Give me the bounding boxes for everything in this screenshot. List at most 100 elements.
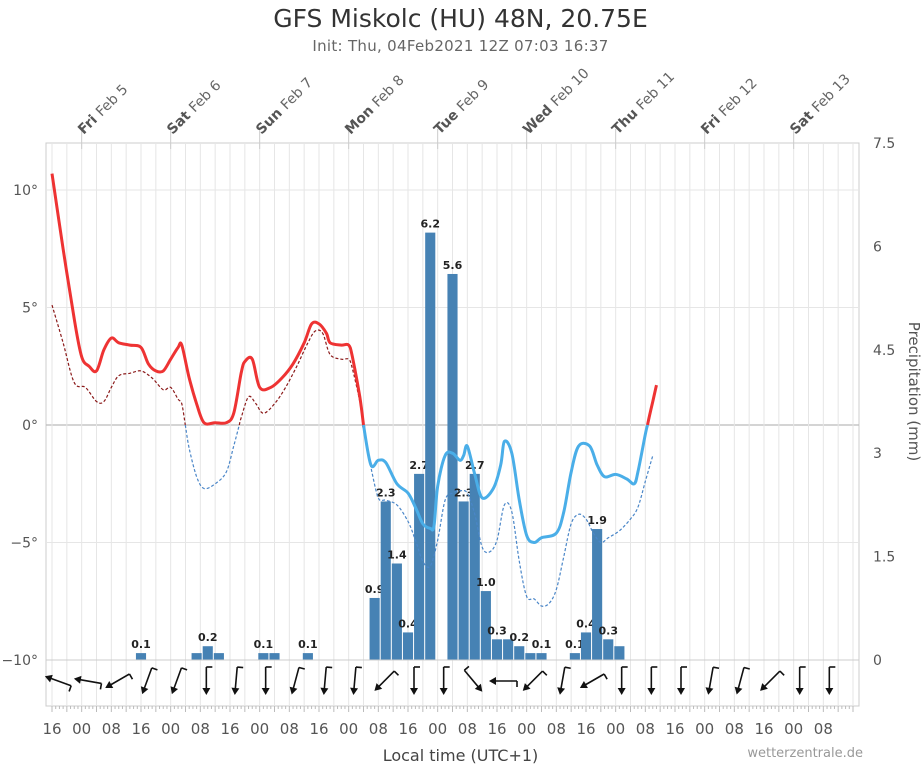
precip-data-label: 1.9 xyxy=(587,514,607,527)
wind-arrow xyxy=(73,675,103,690)
wind-arrow-head xyxy=(734,686,743,695)
y-tick-label-left: −10° xyxy=(1,653,38,669)
wind-arrow xyxy=(825,666,836,695)
temperature-line-warm xyxy=(646,384,658,426)
wind-arrow xyxy=(374,670,400,691)
wind-arrow xyxy=(439,666,450,695)
y-tick-label-right: 6 xyxy=(873,239,882,255)
precip-bar xyxy=(536,653,547,660)
dewpoint-line-warm xyxy=(51,304,186,426)
precip-bar xyxy=(414,473,425,660)
wind-barb xyxy=(128,673,134,680)
y-tick-label-right: 3 xyxy=(873,446,882,462)
precip-bar xyxy=(592,529,603,660)
precip-bar xyxy=(525,653,536,660)
wind-arrow-head xyxy=(170,686,179,695)
x-tick-label: 16 xyxy=(131,720,150,738)
x-tick-label: 16 xyxy=(487,720,506,738)
wind-barb xyxy=(151,667,158,671)
wind-arrow-head xyxy=(374,683,383,691)
wind-arrow-head xyxy=(231,687,240,695)
x-tick-label: 08 xyxy=(191,720,210,738)
precip-bar xyxy=(213,653,224,660)
precip-bar xyxy=(447,273,458,660)
wind-arrow-head xyxy=(289,686,298,695)
wind-arrow xyxy=(350,666,362,695)
wind-arrow-head xyxy=(825,688,834,695)
wind-arrow xyxy=(795,666,806,695)
wind-arrow xyxy=(231,666,244,695)
wind-barb xyxy=(298,666,305,670)
precip-bar xyxy=(269,653,280,660)
precip-bar xyxy=(425,232,436,660)
x-tick-label: 16 xyxy=(665,720,684,738)
wind-arrow-head xyxy=(705,687,714,695)
wind-arrow xyxy=(489,677,518,687)
wind-barb xyxy=(99,683,103,690)
precip-bar xyxy=(202,646,213,660)
precip-bar xyxy=(380,501,391,660)
x-tick-label: 08 xyxy=(636,720,655,738)
wind-barb xyxy=(603,673,608,680)
precip-bar xyxy=(480,591,491,660)
wind-arrow-head xyxy=(474,683,483,692)
x-tick-label: 00 xyxy=(517,720,536,738)
x-tick-label: 00 xyxy=(784,720,803,738)
precip-bar xyxy=(514,646,525,660)
wind-arrow-head xyxy=(73,675,82,684)
x-axis-title: Local time (UTC+1) xyxy=(382,746,539,765)
x-tick-label: 08 xyxy=(280,720,299,738)
wind-arrow xyxy=(647,666,658,695)
x-tick-label: 16 xyxy=(309,720,328,738)
wind-barb xyxy=(355,666,362,669)
dewpoint-line-cold xyxy=(362,424,654,607)
x-tick-label: 00 xyxy=(72,720,91,738)
wind-arrow-head xyxy=(647,688,656,695)
day-label: Thu Feb 11 xyxy=(609,69,678,138)
precip-data-label: 0.2 xyxy=(510,631,530,644)
precip-bar xyxy=(369,597,380,660)
x-tick-label: 00 xyxy=(695,720,714,738)
source-credit: wetterzentrale.de xyxy=(747,746,863,761)
y-axis-title-right: Precipitation (mm) xyxy=(905,322,921,461)
day-date: Feb 12 xyxy=(716,75,761,120)
precip-data-label: 0.9 xyxy=(365,583,385,596)
wind-barb xyxy=(463,665,470,671)
x-tick-label: 16 xyxy=(220,720,239,738)
dewpoint-line-warm xyxy=(238,329,364,426)
precip-bar xyxy=(614,646,625,660)
wind-arrow xyxy=(579,673,608,688)
precip-bar xyxy=(503,639,514,660)
x-tick-label: 08 xyxy=(369,720,388,738)
precip-data-label: 0.3 xyxy=(599,624,619,637)
x-tick-label: 00 xyxy=(339,720,358,738)
wind-barb xyxy=(779,670,785,676)
wind-barb xyxy=(542,670,548,676)
day-label: Sun Feb 7 xyxy=(253,75,316,138)
wind-arrow xyxy=(140,667,158,695)
y-tick-label-right: 0 xyxy=(873,653,882,669)
precip-data-label: 2.3 xyxy=(376,486,396,499)
wind-arrow xyxy=(705,666,720,695)
y-tick-label-left: −5° xyxy=(10,536,38,552)
precip-data-label: 2.7 xyxy=(465,459,485,472)
precip-data-label: 0.3 xyxy=(487,624,507,637)
day-label: Sat Feb 13 xyxy=(787,71,854,138)
precip-data-label: 1.0 xyxy=(476,576,496,589)
precip-data-label: 0.4 xyxy=(398,617,418,630)
x-tick-label: 08 xyxy=(725,720,744,738)
precip-data-label: 0.1 xyxy=(565,638,585,651)
precip-bar xyxy=(469,473,480,660)
wind-arrow-head xyxy=(410,688,418,695)
day-label: Mon Feb 8 xyxy=(342,72,407,137)
day-label: Fri Feb 5 xyxy=(75,82,131,138)
precip-data-label: 0.1 xyxy=(532,638,552,651)
precip-data-label: 1.4 xyxy=(387,548,407,561)
day-label: Fri Feb 12 xyxy=(698,75,760,137)
x-tick-label: 00 xyxy=(428,720,447,738)
wind-barb xyxy=(743,666,750,670)
x-tick-label: 00 xyxy=(606,720,625,738)
wind-arrow-head xyxy=(140,686,149,695)
x-tick-label: 16 xyxy=(754,720,773,738)
